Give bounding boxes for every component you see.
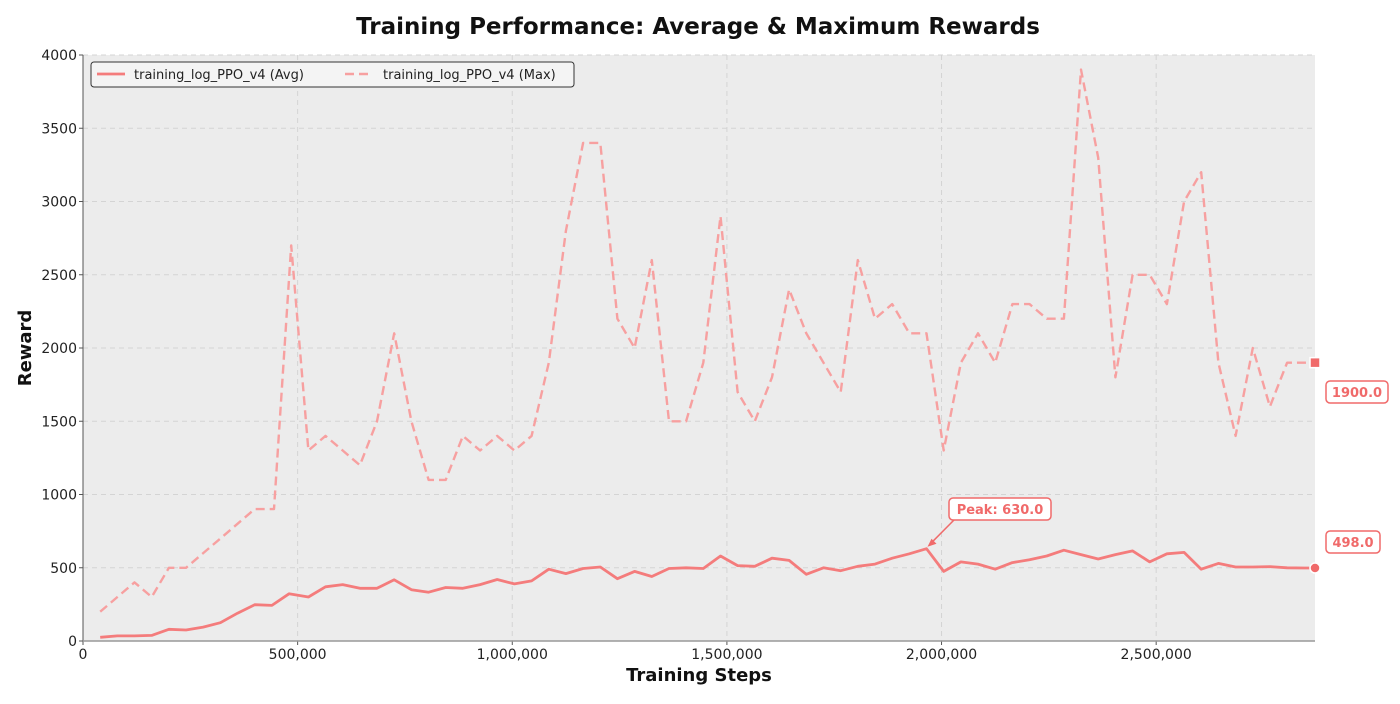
- legend-box: [90, 61, 575, 88]
- axes: [79, 54, 1315, 645]
- x-tick-label: 1,000,000: [477, 647, 548, 663]
- peak-arrow-head: [927, 538, 937, 547]
- y-tick-label: 3500: [41, 121, 77, 137]
- legend-entry: training_log_PPO_v4 (Avg): [134, 68, 304, 83]
- y-tick-label: 1500: [41, 414, 77, 430]
- tick-labels: 0 500 1000 1500 2000 2500 3000 3500 4000 0 500,000…: [41, 48, 1191, 663]
- legend-entry: training_log_PPO_v4 (Max): [383, 68, 556, 83]
- x-tick-label: 500,000: [269, 647, 327, 663]
- y-tick-label: 4000: [41, 48, 77, 64]
- peak-arrow-line: [928, 519, 955, 546]
- series-lines: [99, 68, 1315, 639]
- y-tick-label: 0: [68, 634, 77, 650]
- annotations: 1900.0 498.0 Peak: 630.0: [927, 356, 1389, 574]
- y-tick-label: 2500: [41, 268, 77, 284]
- last-avg-label-text: 498.0: [1332, 536, 1373, 551]
- x-tick-label: 2,500,000: [1121, 647, 1192, 663]
- peak-label-box: [948, 497, 1052, 521]
- last-max-label-box: [1325, 380, 1389, 404]
- x-tick-label: 2,000,000: [906, 647, 977, 663]
- x-tick-label: 0: [79, 647, 88, 663]
- y-axis-label: Reward: [15, 310, 36, 387]
- last-avg-label-box: [1325, 530, 1381, 554]
- y-tick-label: 500: [50, 561, 77, 577]
- peak-label-text: Peak: 630.0: [957, 503, 1044, 518]
- max-end-marker: [1309, 356, 1321, 369]
- y-tick-label: 3000: [41, 195, 77, 211]
- y-tick-label: 1000: [41, 488, 77, 504]
- avg-reward-line: [100, 547, 1315, 639]
- avg-end-marker: [1309, 562, 1321, 574]
- legend: training_log_PPO_v4 (Avg) training_log_PP…: [90, 61, 575, 88]
- x-tick-label: 1,500,000: [691, 647, 762, 663]
- y-tick-label: 2000: [41, 341, 77, 357]
- chart-title: Training Performance: Average & Maximum …: [356, 14, 1040, 40]
- last-max-label-text: 1900.0: [1332, 386, 1382, 401]
- x-axis-label: Training Steps: [626, 665, 772, 686]
